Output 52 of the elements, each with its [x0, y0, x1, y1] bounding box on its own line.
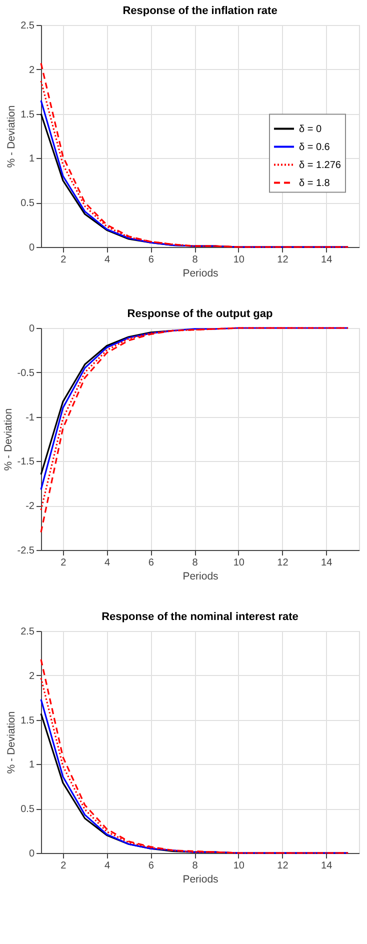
x-axis-title: Periods	[182, 874, 218, 886]
y-tick-label: -1.5	[17, 456, 35, 468]
x-tick-label: 4	[104, 860, 111, 872]
y-axis-title: % - Deviation	[6, 711, 18, 774]
y-tick-label: 0	[28, 848, 35, 860]
x-axis-title: Periods	[182, 570, 218, 582]
x-axis-title: Periods	[182, 268, 218, 280]
x-tick-label: 8	[192, 558, 198, 568]
x-tick-label: 6	[148, 860, 154, 872]
y-tick-label: 0.5	[20, 804, 35, 816]
x-tick-label: 2	[60, 860, 67, 872]
legend-label: δ = 0.6	[299, 142, 330, 153]
legend-label: δ = 0	[299, 124, 322, 135]
legend-label: δ = 1.276	[299, 160, 342, 171]
y-tick-label: 1	[28, 154, 35, 165]
y-tick-label: 2	[28, 64, 35, 76]
y-axis-title: % - Deviation	[6, 105, 18, 168]
y-tick-label: -0.5	[17, 368, 35, 379]
x-tick-label: 10	[233, 254, 245, 266]
x-tick-label: 8	[192, 860, 198, 872]
y-tick-label: 1.5	[20, 109, 35, 120]
x-tick-label: 2	[60, 254, 67, 266]
chart-title: Response of the nominal interest rate	[102, 611, 298, 623]
x-tick-label: 6	[148, 558, 154, 568]
x-tick-label: 10	[233, 860, 245, 872]
x-tick-label: 6	[148, 254, 154, 266]
x-tick-label: 14	[321, 254, 333, 266]
y-tick-label: -1	[26, 412, 35, 424]
y-tick-label: 0.5	[20, 198, 35, 210]
y-tick-label: 2.5	[20, 20, 35, 32]
y-tick-label: 2	[28, 670, 35, 682]
x-tick-label: 12	[277, 558, 289, 568]
x-tick-label: 2	[60, 558, 67, 568]
y-tick-label: 0	[28, 324, 35, 334]
x-tick-label: 4	[104, 558, 111, 568]
x-tick-label: 14	[321, 860, 333, 872]
y-tick-label: 2.5	[20, 626, 35, 638]
x-tick-label: 8	[192, 254, 198, 266]
x-tick-label: 10	[233, 558, 245, 568]
chart-title: Response of the inflation rate	[122, 5, 278, 17]
x-tick-label: 4	[104, 254, 111, 266]
chart-title: Response of the output gap	[127, 308, 273, 320]
x-tick-label: 12	[277, 860, 289, 872]
y-tick-label: 1.5	[20, 715, 35, 726]
y-tick-label: 0	[28, 242, 35, 254]
y-tick-label: -2	[26, 501, 35, 512]
x-tick-label: 12	[277, 254, 289, 266]
y-tick-label: 1	[28, 760, 35, 771]
legend-label: δ = 1.8	[299, 178, 330, 189]
y-axis-title: % - Deviation	[2, 408, 14, 471]
y-tick-label: -2.5	[17, 546, 35, 556]
x-tick-label: 14	[321, 558, 333, 568]
